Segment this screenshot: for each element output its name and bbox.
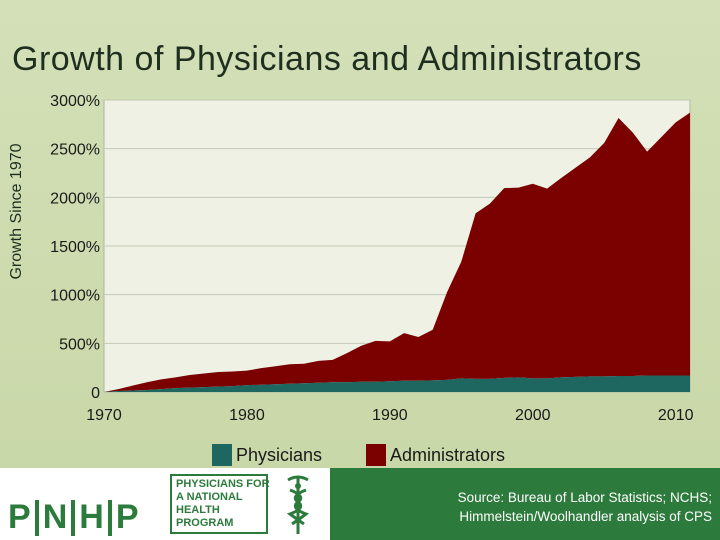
y-tick-label: 1500%	[50, 239, 100, 256]
caduceus-icon	[286, 475, 310, 534]
pnhp-logo-letters: P N H P	[4, 498, 143, 537]
legend-swatch-physicians	[212, 444, 232, 466]
x-tick-label: 2000	[515, 407, 551, 424]
legend-item-administrators: Administrators	[366, 444, 505, 466]
logo-letter-p1: P	[8, 498, 31, 536]
logo-letter-p2: P	[115, 498, 139, 536]
source-line-2: Himmelstein/Woolhandler analysis of CPS	[459, 509, 712, 524]
logo-line: HEALTH	[176, 504, 220, 516]
logo-letter-h: H	[79, 498, 104, 536]
y-tick-label: 0	[91, 385, 100, 402]
y-tick-label: 2500%	[50, 142, 100, 159]
y-tick-label: 3000%	[50, 93, 100, 110]
source-citation: Source: Bureau of Labor Statistics; NCHS…	[382, 488, 712, 526]
logo-divider	[71, 499, 76, 536]
footer-banner: P N H P PHYSICIANS FOR A NATIONAL HEALTH…	[0, 468, 720, 540]
y-tick-label: 500%	[59, 336, 100, 353]
x-tick-label: 2010	[658, 407, 694, 424]
y-tick-label: 1000%	[50, 288, 100, 305]
logo-line: PROGRAM	[176, 517, 234, 529]
y-tick-label: 2000%	[50, 190, 100, 207]
legend-swatch-administrators	[366, 444, 386, 466]
series-area-physicians	[104, 375, 690, 392]
x-tick-label: 1980	[229, 407, 265, 424]
legend-label-physicians: Physicians	[236, 444, 323, 465]
logo-line: A NATIONAL	[176, 491, 243, 503]
logo-divider	[34, 499, 39, 536]
pnhp-logo: P N H P PHYSICIANS FOR A NATIONAL HEALTH…	[0, 468, 330, 540]
legend: Physicians Administrators	[0, 444, 720, 468]
area-chart: 0 500% 1000% 1500% 2000% 2500% 3000% 1970 1980 19…	[50, 93, 694, 424]
source-line-1: Source: Bureau of Labor Statistics; NCHS…	[457, 490, 712, 505]
chart-title: Growth of Physicians and Administrators	[12, 40, 642, 78]
logo-text-box: PHYSICIANS FOR A NATIONAL HEALTH PROGRAM	[170, 474, 270, 534]
legend-item-physicians: Physicians	[212, 444, 322, 466]
legend-label-administrators: Administrators	[390, 444, 506, 465]
series-area-administrators	[104, 112, 690, 393]
logo-line: PHYSICIANS FOR	[176, 478, 270, 490]
x-tick-label: 1990	[372, 407, 408, 424]
x-tick-label: 1970	[86, 407, 122, 424]
logo-letter-n: N	[42, 498, 68, 536]
logo-divider	[107, 499, 112, 536]
